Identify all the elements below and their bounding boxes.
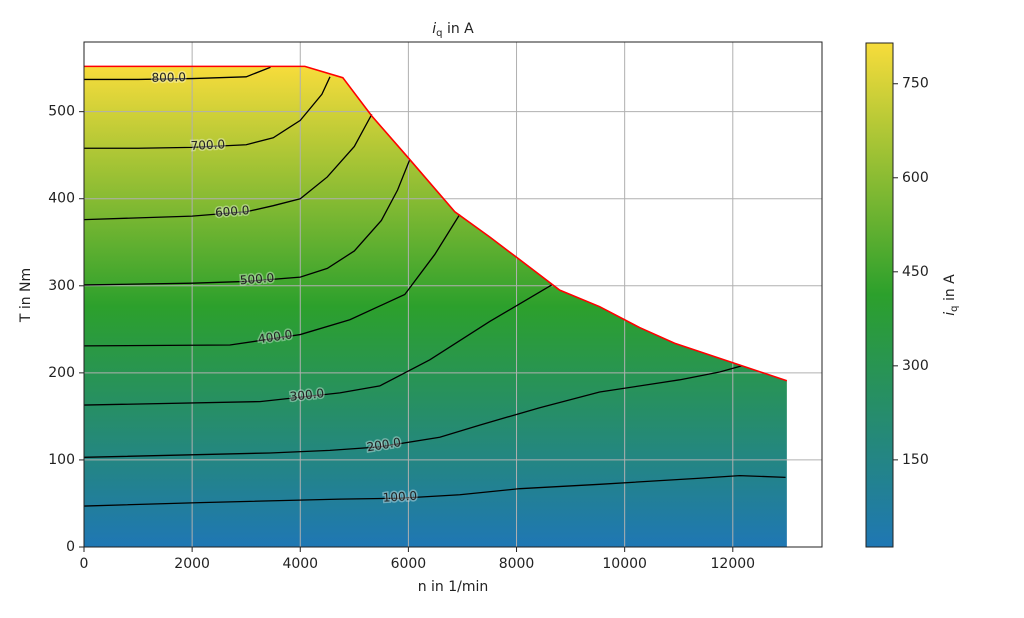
y-tick-label: 0 [66,539,75,555]
colorbar-tick-label: 150 [902,452,929,468]
colorbar-label-text: in A [942,274,958,306]
title-subscript: q [436,28,442,39]
contour-line [83,113,373,221]
x-tick-label: 2000 [174,556,210,572]
plot-frame [83,41,823,548]
colorbar-label-subscript: q [949,306,960,312]
contour-line [83,159,411,286]
colorbar [865,42,894,548]
contour-line [83,284,553,406]
x-tick-label: 10000 [602,556,647,572]
y-tick-label: 100 [48,452,75,468]
filled-region [84,66,787,547]
title-text: in A [443,21,475,37]
x-axis-label: n in 1/min [418,579,489,595]
contour-line [83,365,742,458]
x-tick-label: 12000 [711,556,756,572]
contour-line [84,76,331,149]
y-tick-label: 300 [48,278,75,294]
colorbar-tick-label: 750 [902,76,929,92]
contour-line [84,66,271,81]
contour-line [83,474,786,507]
colorbar-tick-label: 600 [902,170,929,186]
contour-line [83,214,461,347]
x-tick-label: 4000 [282,556,318,572]
y-axis-label: T in Nm [18,268,34,323]
x-tick-label: 8000 [499,556,535,572]
colorbar-tick-label: 300 [902,358,929,374]
y-tick-label: 400 [48,191,75,207]
chart-title: iq in A [432,21,474,39]
contour-label: 800.0 [151,70,186,85]
y-tick-label: 200 [48,365,75,381]
colorbar-tick-label: 450 [902,264,929,280]
title-symbol: i [432,21,436,37]
contour-label: 400.0 [257,327,293,346]
colorbar-label: iq in A [942,274,960,316]
x-tick-label: 6000 [391,556,427,572]
contour-label: 500.0 [239,271,274,288]
contour-label: 100.0 [382,489,417,505]
colorbar-label-symbol: i [942,312,958,316]
contour-label: 700.0 [190,137,225,153]
contour-label: 600.0 [215,203,250,220]
y-tick-label: 500 [48,104,75,120]
boundary-line [84,65,788,382]
x-tick-label: 0 [80,556,89,572]
contour-label: 200.0 [366,435,402,454]
contour-label: 300.0 [289,386,325,404]
